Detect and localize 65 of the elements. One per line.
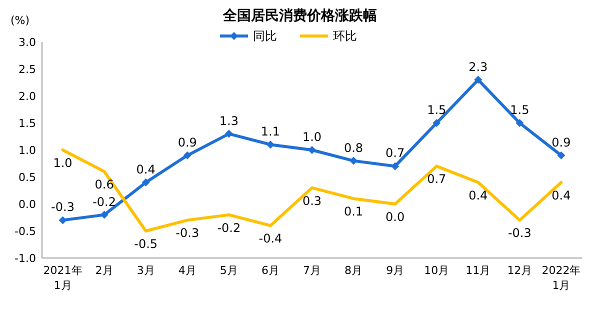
x-tick-label: 2021年 1月 [43, 264, 82, 292]
data-label: -0.2 [92, 194, 116, 209]
data-label: 0.4 [552, 188, 571, 202]
data-label: 0.8 [344, 140, 364, 155]
data-label: 0.6 [94, 178, 114, 192]
x-tick-label: 5月 [220, 264, 238, 277]
point [100, 210, 108, 219]
chart-title: 全国居民消费价格涨跌幅 [222, 8, 377, 24]
data-label: 1.5 [427, 103, 446, 117]
data-label: 0.0 [386, 210, 405, 224]
data-label: 0.7 [427, 172, 446, 186]
point [58, 216, 67, 224]
data-label: 0.3 [302, 194, 322, 208]
y-tick-label: 0.5 [18, 171, 36, 184]
y-tick-label: -0.5 [14, 225, 36, 238]
x-tick-label: 4月 [178, 264, 196, 277]
data-label: 0.4 [136, 162, 156, 176]
y-tick-label: 3.0 [18, 36, 36, 49]
y-tick-label: 0.0 [18, 198, 36, 211]
x-tick-label: 9月 [386, 264, 404, 277]
point [308, 146, 316, 154]
data-label: 0.1 [344, 204, 364, 219]
point [224, 130, 233, 138]
data-label: 0.4 [468, 188, 488, 202]
point [142, 178, 150, 186]
x-tick-label: 2022年 1月 [542, 264, 581, 292]
data-label: -0.3 [51, 200, 74, 214]
point [391, 162, 400, 170]
y-tick-label: 1.0 [18, 144, 36, 157]
data-label: 1.0 [302, 130, 322, 144]
x-tick-label: 8月 [344, 264, 363, 277]
data-label: -0.3 [508, 226, 532, 240]
point [350, 156, 358, 165]
y-tick-label: 2.5 [18, 63, 36, 76]
data-label: 1.3 [219, 114, 238, 128]
data-label: -0.5 [134, 237, 158, 251]
data-label: 0.9 [178, 135, 197, 150]
point [183, 151, 192, 160]
y-tick-label: 1.5 [18, 117, 36, 130]
data-label: -0.4 [258, 232, 282, 246]
y-tick-label: 2.0 [18, 90, 36, 103]
data-label: 0.9 [552, 135, 571, 150]
point [557, 151, 566, 160]
x-tick-label: 2月 [95, 264, 114, 277]
y-axis-title: (%) [10, 14, 30, 27]
x-tick-label: 6月 [261, 264, 280, 277]
data-label: -0.2 [217, 220, 241, 235]
x-tick-label: 3月 [136, 264, 155, 277]
y-tick-label: -1.0 [14, 252, 36, 265]
x-tick-label: 11月 [466, 264, 491, 277]
legend-label: 同比 [253, 29, 277, 43]
data-label: 2.3 [468, 60, 488, 74]
x-tick-label: 10月 [424, 264, 450, 277]
point [266, 140, 274, 149]
data-label: 1.5 [510, 103, 530, 117]
data-label: 1.0 [53, 156, 72, 170]
x-tick-label: 7月 [303, 264, 321, 277]
data-label: 0.7 [386, 146, 405, 160]
point [474, 76, 482, 84]
point [432, 119, 441, 127]
point [516, 119, 524, 127]
x-tick-label: 12月 [507, 264, 532, 277]
data-label: -0.3 [176, 226, 200, 240]
data-label: 1.1 [260, 124, 280, 139]
legend-label: 环比 [333, 29, 357, 43]
